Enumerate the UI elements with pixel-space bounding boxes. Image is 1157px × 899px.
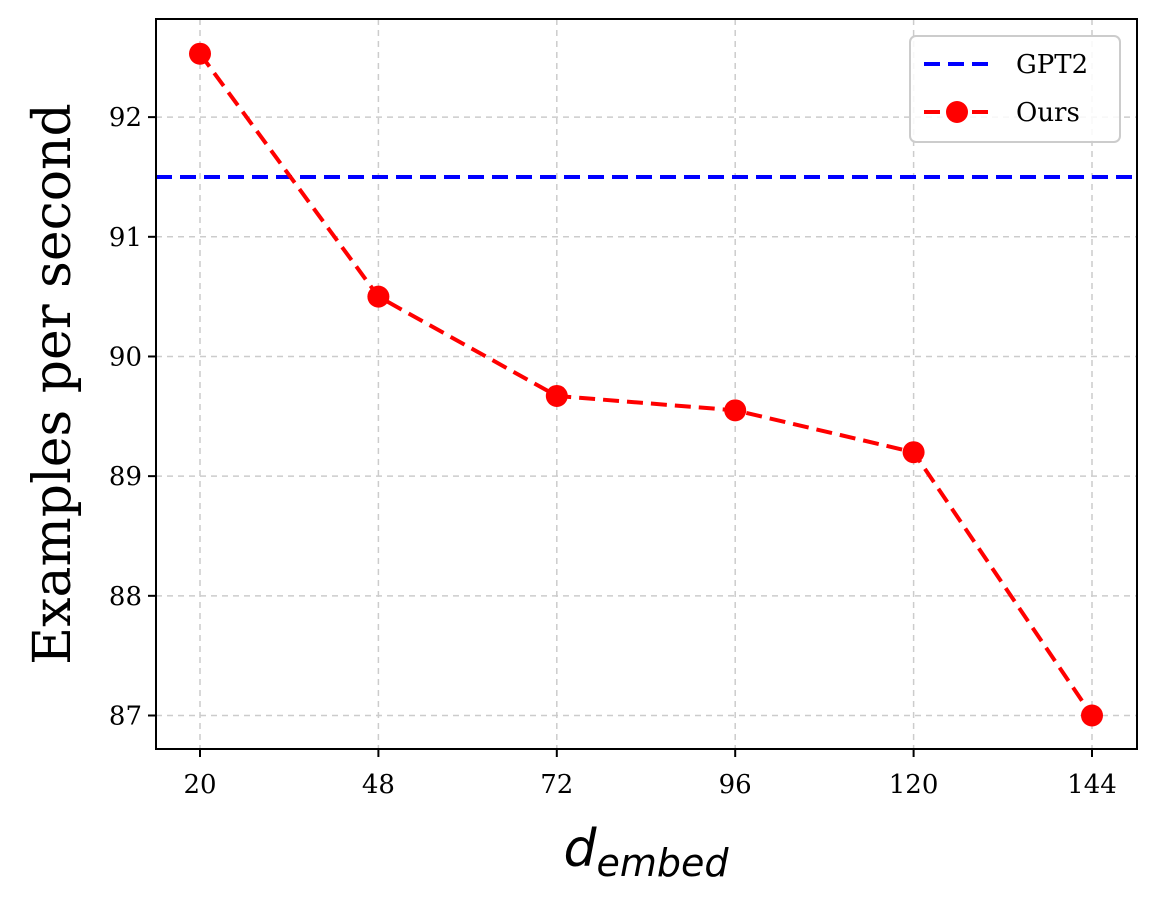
data-point — [724, 399, 747, 422]
y-tick-label: 87 — [109, 701, 142, 731]
y-axis-ticks: 87 88 89 90 91 92 — [109, 103, 156, 731]
legend-label-gpt2: GPT2 — [1016, 50, 1088, 80]
y-axis-label: Examples per second — [23, 103, 83, 665]
data-point — [367, 285, 390, 308]
x-tick-label: 120 — [889, 770, 939, 800]
y-tick-label: 88 — [109, 582, 142, 612]
x-tick-label: 72 — [540, 770, 573, 800]
data-point — [902, 441, 925, 464]
x-tick-label: 144 — [1067, 770, 1117, 800]
legend-box — [909, 35, 1121, 143]
series-line-ours — [198, 52, 1094, 717]
data-point — [189, 42, 211, 65]
x-axis-ticks: 20 48 72 96 120 144 — [183, 749, 1117, 800]
series-group — [189, 42, 1103, 727]
legend-marker-ours — [946, 101, 968, 123]
x-axis-label: dembed — [563, 819, 729, 885]
y-tick-label: 91 — [109, 223, 142, 253]
data-point — [545, 384, 568, 407]
plot-frame — [155, 18, 1138, 750]
legend: GPT2 Ours — [909, 35, 1121, 143]
legend-label-ours: Ours — [1016, 98, 1080, 128]
y-tick-label: 90 — [109, 342, 142, 372]
y-tick-label: 92 — [109, 103, 142, 133]
data-point — [1081, 704, 1103, 727]
y-tick-label: 89 — [109, 462, 142, 492]
legend-items: GPT2 Ours — [924, 50, 1088, 128]
x-tick-label: 20 — [183, 770, 216, 800]
x-tick-label: 96 — [719, 770, 752, 800]
x-tick-label: 48 — [362, 770, 395, 800]
